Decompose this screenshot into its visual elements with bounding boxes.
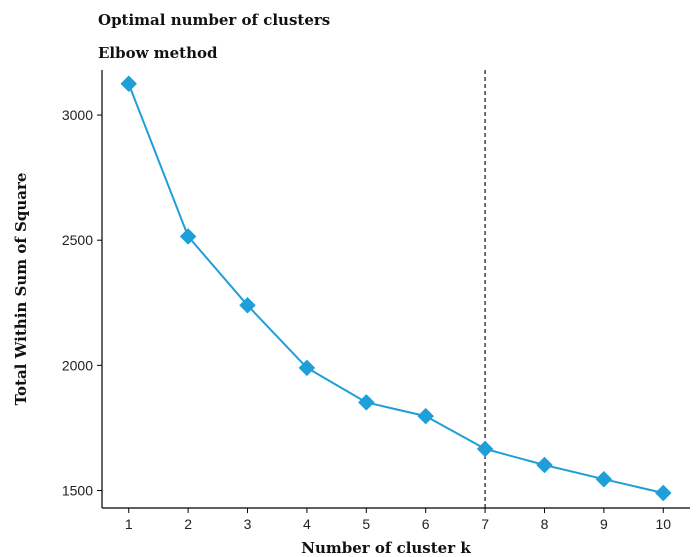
data-point: [595, 470, 613, 488]
axis-labels: 1 2 3 4 5 6 7 8 9 10 1500 2000 2500 3000 Number of clu…: [12, 107, 671, 557]
y-tick-label: 1500: [62, 482, 93, 498]
chart-subtitle: Elbow method: [98, 44, 218, 62]
x-tick-label: 2: [184, 516, 192, 532]
data-point: [120, 75, 138, 93]
x-tick-label: 1: [125, 516, 133, 532]
data-point: [357, 394, 375, 411]
x-tick-label: 8: [541, 516, 549, 532]
series-polyline: [127, 83, 664, 494]
data-point: [298, 359, 316, 377]
x-tick-label: 9: [600, 516, 608, 532]
y-tick-label: 2000: [62, 357, 93, 373]
chart-title: Optimal number of clusters: [98, 11, 331, 29]
x-tick-label: 6: [422, 516, 430, 532]
data-point: [536, 456, 553, 474]
y-tick-label: 3000: [62, 107, 93, 123]
y-tick-label: 2500: [62, 232, 93, 248]
axes: [97, 70, 690, 513]
x-axis-title: Number of cluster k: [301, 539, 471, 557]
data-point: [417, 407, 435, 425]
y-axis-title: Total Within Sum of Square: [12, 173, 30, 406]
data-point: [476, 440, 494, 458]
data-points: [120, 75, 672, 502]
data-point: [654, 484, 672, 502]
data-point: [239, 296, 256, 314]
data-point: [179, 228, 197, 245]
x-tick-label: 5: [362, 516, 370, 532]
series-line: [127, 83, 664, 494]
x-tick-label: 3: [244, 516, 252, 532]
x-tick-label: 10: [655, 516, 671, 532]
x-tick-label: 4: [303, 516, 311, 532]
x-tick-label: 7: [481, 516, 489, 532]
